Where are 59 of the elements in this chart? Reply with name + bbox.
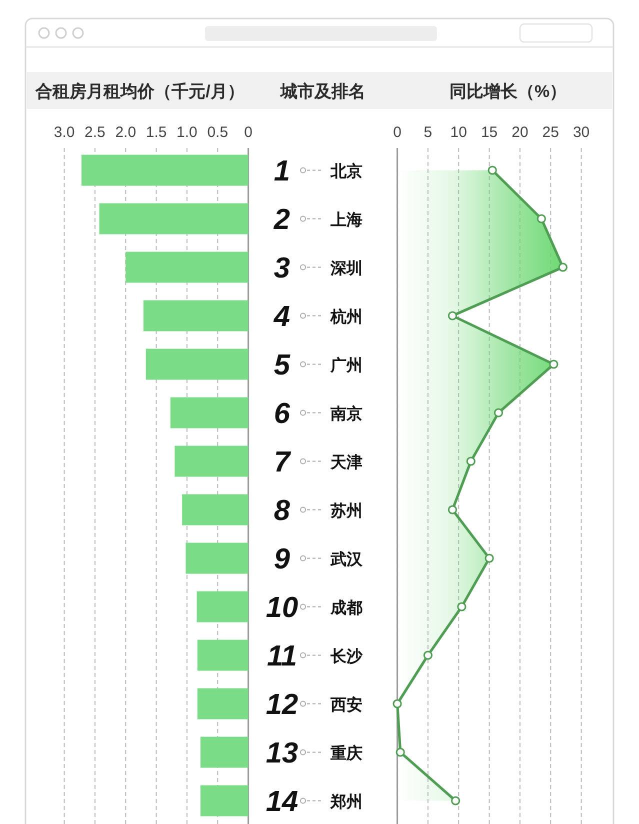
point — [423, 650, 433, 660]
point — [457, 602, 466, 612]
y-tick-label: 13 重庆 — [266, 737, 362, 770]
category-label: 8 苏州 — [274, 494, 362, 527]
bar — [81, 154, 248, 186]
x-tick-label: 10 — [450, 124, 467, 141]
bar — [196, 591, 248, 622]
bar — [146, 348, 248, 380]
x-tick-label: 0.5 — [207, 124, 228, 141]
x-tick-label: 1.0 — [176, 124, 198, 141]
bar — [197, 688, 248, 720]
bar — [99, 203, 248, 234]
point — [448, 311, 458, 320]
point — [558, 262, 568, 272]
point — [392, 699, 402, 708]
x-tick-label: 0 — [244, 124, 252, 141]
bar — [186, 542, 248, 574]
bar — [200, 736, 248, 768]
category-label: 7 天津 — [274, 446, 362, 478]
y-tick-label: 10 成都 — [266, 592, 362, 624]
x-tick-label: 20 — [512, 124, 528, 141]
point — [466, 456, 476, 466]
chart-title: 同比增长（%） — [449, 82, 567, 101]
x-tick-label: 0 — [393, 124, 402, 141]
category-label: 1 北京 — [274, 155, 362, 188]
category-label: 3 深圳 — [274, 252, 362, 284]
point — [448, 505, 458, 514]
y-tick-label: 14 郑州 — [266, 786, 362, 818]
bar — [126, 252, 248, 283]
category-label: 5 广州 — [274, 349, 362, 382]
bar — [170, 397, 248, 428]
bar — [197, 640, 248, 671]
chart-title: 合租房月租均价（千元/月） — [34, 82, 244, 101]
category-label: 4 杭州 — [274, 300, 362, 333]
x-tick-label: 1.5 — [146, 124, 167, 141]
point — [494, 408, 504, 418]
category-label: 9 武汉 — [274, 543, 362, 576]
x-tick-label: 30 — [572, 124, 590, 141]
x-tick-label: 2.5 — [84, 124, 106, 141]
point — [451, 796, 460, 806]
point — [488, 166, 497, 175]
x-tick-label: 25 — [542, 124, 559, 141]
x-tick-label: 15 — [480, 124, 498, 141]
category-label: 6 南京 — [274, 398, 362, 430]
point — [536, 214, 546, 224]
bar — [174, 446, 248, 477]
x-tick-label: 5 — [424, 124, 432, 141]
point — [396, 748, 405, 757]
x-tick-label: 3.0 — [54, 124, 75, 141]
bar — [200, 785, 248, 816]
x-tick-label: 2.0 — [115, 124, 136, 141]
category-label: 2 上海 — [274, 204, 362, 236]
y-axis-title: 城市及排名 — [280, 82, 366, 101]
point — [549, 360, 558, 369]
bar — [182, 494, 248, 526]
bar — [143, 300, 248, 332]
y-tick-label: 11 长沙 — [266, 640, 364, 672]
y-tick-label: 12 西安 — [266, 688, 362, 721]
point — [484, 554, 494, 563]
